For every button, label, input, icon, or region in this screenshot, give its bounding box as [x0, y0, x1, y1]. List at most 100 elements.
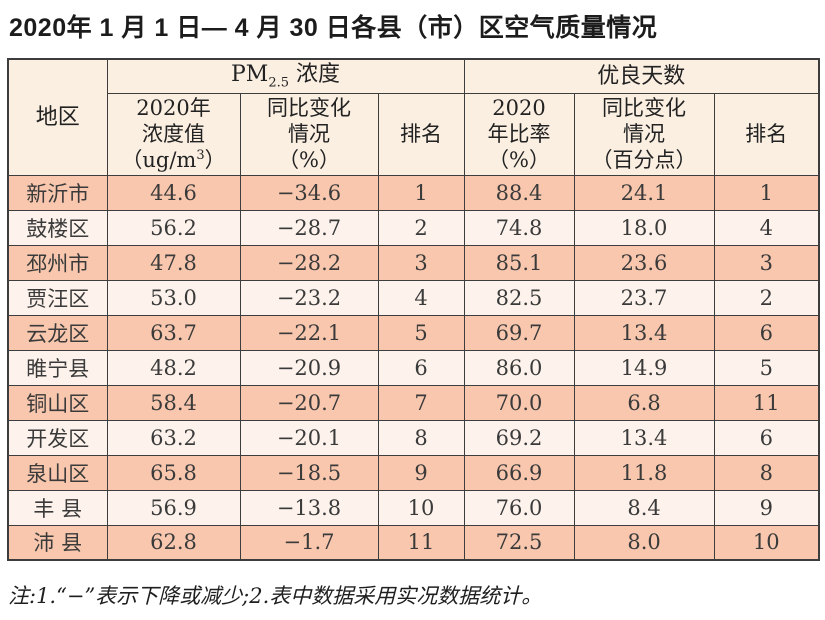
cell-pm-change: −18.5: [239, 454, 379, 491]
table-row: 铜山区 58.4 −20.7 7 70.0 6.8 11: [7, 384, 820, 421]
pm25-label-prefix: PM: [231, 61, 269, 87]
cell-region: 睢宁县: [7, 349, 108, 386]
header-pm-value-unit-close: ）: [204, 148, 226, 173]
cell-pm-value: 63.2: [106, 419, 241, 456]
cell-days-rate: 76.0: [463, 489, 575, 526]
cell-region: 沛 县: [7, 524, 108, 561]
cell-pm-change: −28.7: [239, 209, 379, 246]
table-row: 丰 县 56.9 −13.8 10 76.0 8.4 9: [7, 489, 820, 526]
table-row: 泉山区 65.8 −18.5 9 66.9 11.8 8: [7, 454, 820, 491]
cell-pm-value: 58.4: [106, 384, 241, 421]
cell-days-rank: 6: [713, 419, 820, 456]
cell-pm-value: 53.0: [106, 279, 241, 316]
cell-days-rank: 1: [713, 174, 820, 211]
table-row: 开发区 63.2 −20.1 8 69.2 13.4 6: [7, 419, 820, 456]
header-pm-change: 同比变化 情况 （%）: [239, 92, 379, 176]
header-days-change: 同比变化 情况 （百分点）: [573, 92, 715, 176]
cell-days-rank: 6: [713, 314, 820, 351]
header-pm-value-line2: 浓度值: [142, 121, 205, 146]
cell-pm-rank: 3: [377, 244, 465, 281]
cell-pm-change: −13.8: [239, 489, 379, 526]
table-row: 邳州市 47.8 −28.2 3 85.1 23.6 3: [7, 244, 820, 281]
cell-pm-value: 65.8: [106, 454, 241, 491]
header-group-good-days: 优良天数: [463, 58, 820, 94]
header-days-rate-line1: 2020: [492, 95, 546, 120]
cell-region: 贾汪区: [7, 279, 108, 316]
cell-days-rank: 2: [713, 279, 820, 316]
cell-pm-rank: 4: [377, 279, 465, 316]
cell-days-rank: 9: [713, 489, 820, 526]
cell-region: 开发区: [7, 419, 108, 456]
cell-days-rate: 74.8: [463, 209, 575, 246]
cell-days-change: 14.9: [573, 349, 715, 386]
cell-days-rate: 66.9: [463, 454, 575, 491]
cell-pm-rank: 6: [377, 349, 465, 386]
header-days-change-line2: 情况: [623, 121, 666, 146]
cell-days-rate: 70.0: [463, 384, 575, 421]
cell-days-change: 6.8: [573, 384, 715, 421]
cell-days-rate: 72.5: [463, 524, 575, 561]
cell-pm-value: 56.2: [106, 209, 241, 246]
cell-region: 新沂市: [7, 174, 108, 211]
cell-pm-value: 48.2: [106, 349, 241, 386]
cell-pm-rank: 9: [377, 454, 465, 491]
cell-pm-change: −20.7: [239, 384, 379, 421]
cell-pm-rank: 11: [377, 524, 465, 561]
cell-pm-change: −22.1: [239, 314, 379, 351]
footnote: 注:1.“−”表示下降或减少;2.表中数据采用实况数据统计。: [8, 584, 543, 608]
cell-region: 丰 县: [7, 489, 108, 526]
pm25-subscript: 2.5: [268, 75, 290, 91]
cell-days-rank: 3: [713, 244, 820, 281]
cell-days-change: 11.8: [573, 454, 715, 491]
cell-pm-rank: 5: [377, 314, 465, 351]
header-group-row: 地区 PM2.5 浓度 优良天数: [7, 58, 820, 176]
header-days-rank: 排名: [713, 92, 820, 176]
cell-days-change: 24.1: [573, 174, 715, 211]
cell-pm-change: −20.9: [239, 349, 379, 386]
cell-days-rate: 86.0: [463, 349, 575, 386]
table-row: 睢宁县 48.2 −20.9 6 86.0 14.9 5: [7, 349, 820, 386]
header-days-change-line1: 同比变化: [602, 95, 687, 120]
cell-days-change: 23.7: [573, 279, 715, 316]
cell-region: 鼓楼区: [7, 209, 108, 246]
header-pm-value-unit-sup: 3: [196, 148, 205, 164]
cell-days-rank: 4: [713, 209, 820, 246]
page-title: 2020年 1 月 1 日— 4 月 30 日各县（市）区空气质量情况: [9, 14, 658, 42]
cell-pm-value: 63.7: [106, 314, 241, 351]
header-days-change-unit: （百分点）: [591, 148, 697, 173]
table-row: 鼓楼区 56.2 −28.7 2 74.8 18.0 4: [7, 209, 820, 246]
header-pm-value-line1: 2020年: [136, 95, 211, 120]
cell-days-rate: 88.4: [463, 174, 575, 211]
cell-pm-change: −28.2: [239, 244, 379, 281]
cell-pm-rank: 1: [377, 174, 465, 211]
cell-pm-rank: 10: [377, 489, 465, 526]
cell-pm-change: −23.2: [239, 279, 379, 316]
header-pm-value-unit-open: （ug/m: [121, 148, 197, 173]
cell-pm-value: 44.6: [106, 174, 241, 211]
cell-region: 泉山区: [7, 454, 108, 491]
table-header: 地区 PM2.5 浓度 优良天数 2020年 浓度值 （ug/m3） 同比变化 …: [7, 58, 820, 176]
cell-days-rank: 8: [713, 454, 820, 491]
cell-pm-value: 56.9: [106, 489, 241, 526]
header-days-rate-unit: （%）: [488, 148, 551, 173]
header-pm-change-unit: （%）: [278, 148, 340, 173]
table-row: 云龙区 63.7 −22.1 5 69.7 13.4 6: [7, 314, 820, 351]
cell-pm-rank: 7: [377, 384, 465, 421]
cell-region: 云龙区: [7, 314, 108, 351]
header-pm-change-line2: 情况: [288, 121, 330, 146]
cell-days-rate: 82.5: [463, 279, 575, 316]
cell-pm-change: −1.7: [239, 524, 379, 561]
cell-days-change: 13.4: [573, 419, 715, 456]
header-group-pm25: PM2.5 浓度: [106, 58, 465, 94]
cell-days-rate: 69.2: [463, 419, 575, 456]
air-quality-table: 地区 PM2.5 浓度 优良天数 2020年 浓度值 （ug/m3） 同比变化 …: [7, 58, 821, 561]
header-days-rate: 2020 年比率 （%）: [463, 92, 575, 176]
cell-region: 邳州市: [7, 244, 108, 281]
cell-days-change: 8.4: [573, 489, 715, 526]
pm25-label-suffix: 浓度: [289, 61, 341, 87]
table-row: 沛 县 62.8 −1.7 11 72.5 8.0 10: [7, 524, 820, 561]
cell-days-rank: 5: [713, 349, 820, 386]
cell-days-rate: 85.1: [463, 244, 575, 281]
cell-days-change: 23.6: [573, 244, 715, 281]
table-row: 新沂市 44.6 −34.6 1 88.4 24.1 1: [7, 174, 820, 211]
